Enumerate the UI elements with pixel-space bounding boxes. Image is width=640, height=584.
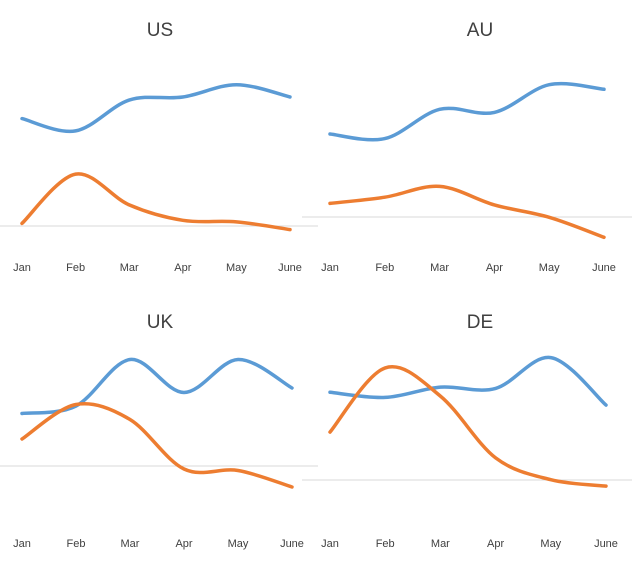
x-tick-label: May bbox=[227, 538, 249, 550]
plot-area bbox=[302, 355, 632, 488]
x-tick-label: May bbox=[226, 262, 247, 274]
chart-title: US bbox=[146, 20, 174, 41]
x-tick-label: Apr bbox=[487, 538, 505, 550]
x-tick-label: May bbox=[538, 262, 560, 274]
x-tick-label: Feb bbox=[66, 262, 86, 274]
series-line-2 bbox=[20, 172, 292, 232]
series-line-1 bbox=[328, 81, 606, 142]
x-tick-label: Mar bbox=[430, 538, 450, 550]
series-line-1 bbox=[20, 82, 292, 134]
series-line-2 bbox=[328, 365, 608, 488]
x-tick-label: Jan bbox=[321, 538, 339, 550]
x-tick-label: Apr bbox=[175, 538, 193, 550]
x-tick-label: June bbox=[592, 262, 616, 274]
x-tick-label: June bbox=[280, 538, 304, 550]
plot-area bbox=[302, 81, 632, 240]
chart-title: DE bbox=[466, 312, 494, 333]
x-tick-label: Feb bbox=[375, 262, 395, 274]
series-line-1 bbox=[328, 355, 608, 407]
chart-title: UK bbox=[146, 312, 174, 333]
x-tick-label: Jan bbox=[321, 262, 339, 274]
x-tick-label: Feb bbox=[66, 538, 86, 550]
chart-panel-us: US Jan Feb Mar Apr May June bbox=[0, 0, 320, 292]
x-tick-label: Apr bbox=[485, 262, 503, 274]
series-line-2 bbox=[20, 402, 294, 489]
plot-area bbox=[0, 82, 318, 232]
x-tick-label: June bbox=[278, 262, 302, 274]
series-line-1 bbox=[20, 357, 294, 416]
x-tick-label: Mar bbox=[120, 538, 140, 550]
x-tick-label: Jan bbox=[13, 262, 31, 274]
chart-panel-au: AU Jan Feb Mar Apr May June bbox=[302, 0, 640, 292]
chart-panel-uk: UK Jan Feb Mar Apr May June bbox=[0, 292, 320, 584]
x-tick-label: Feb bbox=[375, 538, 395, 550]
x-tick-label: May bbox=[540, 538, 562, 550]
series-line-2 bbox=[328, 184, 606, 240]
chart-panel-de: DE Jan Feb Mar Apr May June bbox=[302, 292, 640, 584]
x-tick-label: Apr bbox=[174, 262, 192, 274]
chart-title: AU bbox=[466, 20, 494, 41]
x-tick-label: Mar bbox=[119, 262, 139, 274]
x-tick-label: Jan bbox=[13, 538, 31, 550]
x-tick-label: Mar bbox=[430, 262, 450, 274]
plot-area bbox=[0, 357, 318, 489]
x-tick-label: June bbox=[594, 538, 618, 550]
